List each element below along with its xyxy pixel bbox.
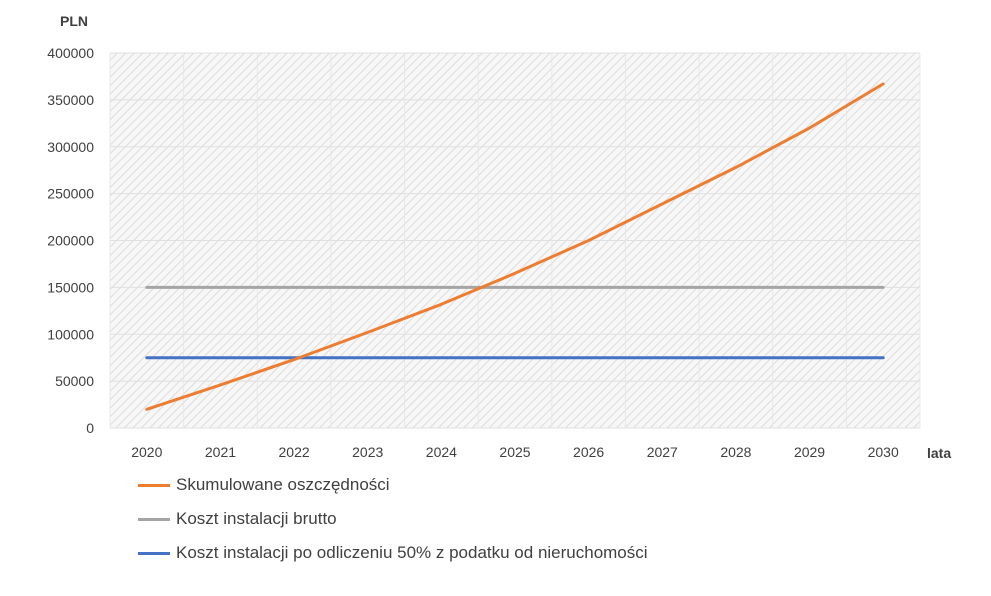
y-tick-label: 150000: [47, 279, 94, 295]
x-axis-ticks: 2020 2021 2022 2023 2024 2025 2026 2027 2028 2029…: [131, 444, 899, 460]
gridlines: [109, 52, 921, 429]
legend-item-savings: Skumulowane oszczędności: [138, 468, 648, 502]
legend-swatch-savings: [138, 483, 170, 487]
legend-label-net-cost: Koszt instalacji po odliczeniu 50% z pod…: [176, 543, 648, 562]
x-tick-label: 2027: [647, 444, 678, 460]
x-tick-label: 2023: [352, 444, 383, 460]
legend-label-gross-cost: Koszt instalacji brutto: [176, 509, 337, 528]
x-tick-label: 2029: [794, 444, 825, 460]
series-lines: [145, 82, 885, 411]
x-tick-label: 2020: [131, 444, 162, 460]
x-tick-label: 2024: [426, 444, 457, 460]
series-line-0: [145, 82, 885, 411]
x-tick-label: 2025: [499, 444, 530, 460]
legend-swatch-net-cost: [138, 551, 170, 555]
legend-item-net-cost: Koszt instalacji po odliczeniu 50% z pod…: [138, 536, 648, 570]
y-tick-label: 300000: [47, 139, 94, 155]
legend-swatch-gross-cost: [138, 517, 170, 521]
x-tick-label: 2030: [868, 444, 899, 460]
y-tick-label: 400000: [47, 45, 94, 61]
y-axis-title: PLN: [60, 13, 88, 29]
x-axis-title: lata: [927, 445, 951, 461]
x-tick-label: 2021: [205, 444, 236, 460]
legend: Skumulowane oszczędności Koszt instalacj…: [138, 468, 648, 570]
x-tick-label: 2026: [573, 444, 604, 460]
legend-item-gross-cost: Koszt instalacji brutto: [138, 502, 648, 536]
y-tick-label: 100000: [47, 326, 94, 342]
legend-label-savings: Skumulowane oszczędności: [176, 475, 390, 494]
y-tick-label: 350000: [47, 92, 94, 108]
y-axis-ticks: 0 50000 100000 150000 200000 250000 300000 3500…: [47, 45, 94, 436]
y-tick-label: 200000: [47, 233, 94, 249]
y-tick-label: 250000: [47, 186, 94, 202]
y-tick-label: 50000: [55, 373, 94, 389]
x-tick-label: 2022: [279, 444, 310, 460]
y-tick-label: 0: [86, 420, 94, 436]
x-tick-label: 2028: [720, 444, 751, 460]
